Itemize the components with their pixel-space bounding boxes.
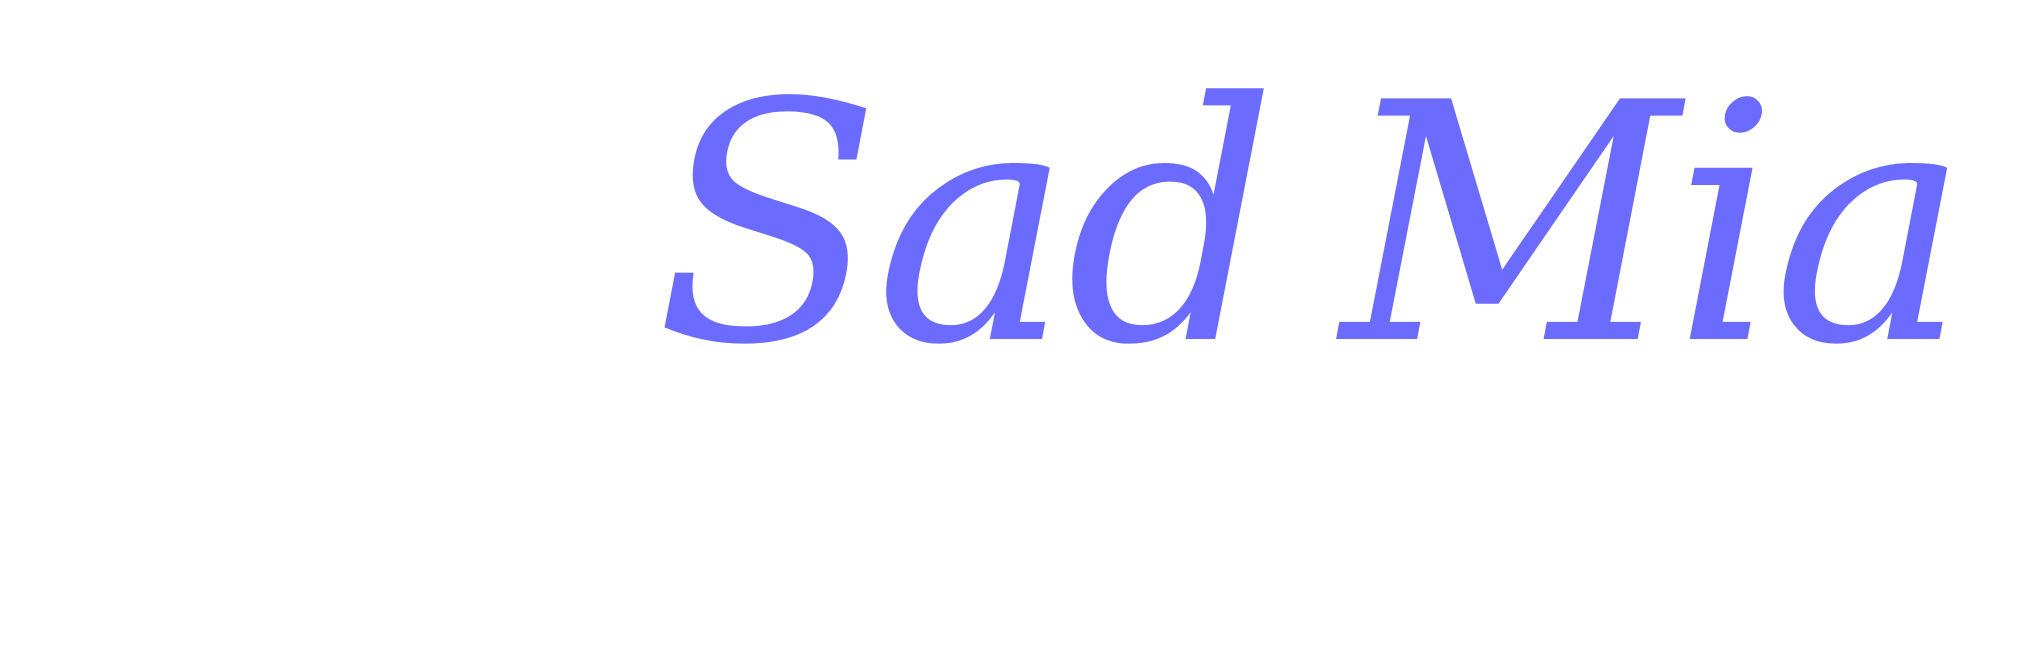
wordmark: Sad Mia (655, 33, 1969, 417)
wordmark-first-word: Sad (655, 33, 1277, 417)
wordmark-second-word: Mia (1341, 33, 1969, 417)
